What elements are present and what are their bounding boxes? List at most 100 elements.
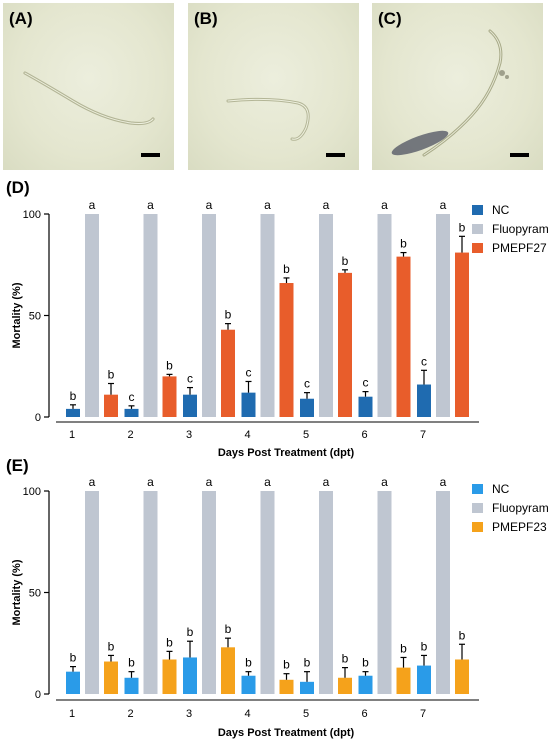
significance-letter: c xyxy=(421,354,427,368)
bar xyxy=(183,657,197,694)
significance-letter: a xyxy=(89,475,96,489)
significance-letter: b xyxy=(187,625,194,639)
x-tick-label: 3 xyxy=(186,429,192,441)
significance-letter: a xyxy=(147,198,154,212)
bar xyxy=(279,679,294,694)
bar xyxy=(300,681,314,694)
x-tick-label: 7 xyxy=(420,708,426,720)
significance-letter: b xyxy=(400,237,407,251)
y-axis-title: Mortality (%) xyxy=(11,282,23,348)
significance-letter: b xyxy=(342,652,349,666)
x-tick-label: 6 xyxy=(361,429,367,441)
x-tick-label: 3 xyxy=(186,708,192,720)
significance-letter: b xyxy=(166,358,173,372)
significance-letter: c xyxy=(363,376,369,390)
bar xyxy=(66,408,80,417)
bar xyxy=(396,667,411,694)
bar xyxy=(221,647,235,694)
bar xyxy=(124,677,139,694)
y-tick-label: 100 xyxy=(23,486,41,498)
significance-letter: b xyxy=(304,656,311,670)
bar xyxy=(455,659,469,694)
x-tick-label: 2 xyxy=(127,708,133,720)
significance-letter: a xyxy=(147,475,154,489)
scale-bar-a xyxy=(141,153,160,157)
x-tick-label: 1 xyxy=(69,708,75,720)
bar xyxy=(396,256,411,417)
significance-letter: b xyxy=(128,656,135,670)
panel-label-c: (C) xyxy=(378,9,402,28)
bar xyxy=(319,491,333,694)
significance-letter: a xyxy=(206,475,213,489)
significance-letter: b xyxy=(400,641,407,655)
photo-panel-a: (A) xyxy=(3,3,174,170)
x-tick-label: 4 xyxy=(244,708,250,720)
bar xyxy=(143,214,158,417)
significance-letter: c xyxy=(246,365,252,379)
bar xyxy=(338,272,352,417)
bar xyxy=(183,394,197,417)
x-tick-label: 5 xyxy=(303,708,309,720)
significance-letter: c xyxy=(129,390,135,404)
significance-letter: b xyxy=(342,254,349,268)
bar xyxy=(260,491,275,694)
significance-letter: b xyxy=(225,622,232,636)
bar xyxy=(162,376,177,417)
y-axis-title: Mortality (%) xyxy=(11,559,23,625)
bar xyxy=(85,491,99,694)
bar xyxy=(436,214,450,417)
legend-swatch xyxy=(472,503,483,513)
legend-label: PMEPF27 xyxy=(492,241,547,255)
significance-letter: c xyxy=(187,372,193,386)
x-tick-label: 5 xyxy=(303,429,309,441)
legend-label: NC xyxy=(492,482,510,496)
bar xyxy=(358,396,373,417)
significance-letter: b xyxy=(108,639,115,653)
significance-letter: b xyxy=(459,220,466,234)
bar xyxy=(358,675,373,694)
significance-letter: a xyxy=(440,475,447,489)
y-tick-label: 0 xyxy=(35,689,41,701)
scale-bar-c xyxy=(510,153,529,157)
x-tick-label: 7 xyxy=(420,429,426,441)
significance-letter: b xyxy=(283,262,290,276)
bar xyxy=(104,661,118,694)
significance-letter: a xyxy=(89,198,96,212)
legend-swatch xyxy=(472,243,483,253)
legend-label: Fluopyram xyxy=(492,222,549,236)
legend-swatch xyxy=(472,522,483,532)
bar xyxy=(260,214,275,417)
significance-letter: b xyxy=(70,389,77,403)
nematode-image-a xyxy=(23,71,155,126)
bar xyxy=(143,491,158,694)
significance-letter: a xyxy=(323,198,330,212)
legend-label: Fluopyram xyxy=(492,501,549,515)
x-axis-title: Days Post Treatment (dpt) xyxy=(218,727,355,739)
x-tick-label: 6 xyxy=(361,708,367,720)
significance-letter: a xyxy=(381,475,388,489)
x-tick-label: 2 xyxy=(127,429,133,441)
photo-panel-c: (C) xyxy=(372,3,543,170)
significance-letter: b xyxy=(70,651,77,665)
legend-swatch xyxy=(472,484,483,494)
significance-letter: b xyxy=(362,656,369,670)
x-tick-label: 1 xyxy=(69,429,75,441)
significance-letter: b xyxy=(225,308,232,322)
bar xyxy=(300,398,314,417)
significance-letter: b xyxy=(283,658,290,672)
significance-letter: a xyxy=(323,475,330,489)
y-tick-label: 0 xyxy=(35,412,41,424)
bar xyxy=(417,665,431,694)
bar xyxy=(85,214,99,417)
bar xyxy=(377,214,392,417)
bar xyxy=(279,283,294,417)
legend-swatch xyxy=(472,205,483,215)
nematode-image-c xyxy=(391,29,509,157)
bar xyxy=(66,671,80,694)
significance-letter: a xyxy=(206,198,213,212)
significance-letter: b xyxy=(421,639,428,653)
significance-letter: a xyxy=(381,198,388,212)
bar xyxy=(221,329,235,417)
nematode-image-b xyxy=(226,97,310,141)
